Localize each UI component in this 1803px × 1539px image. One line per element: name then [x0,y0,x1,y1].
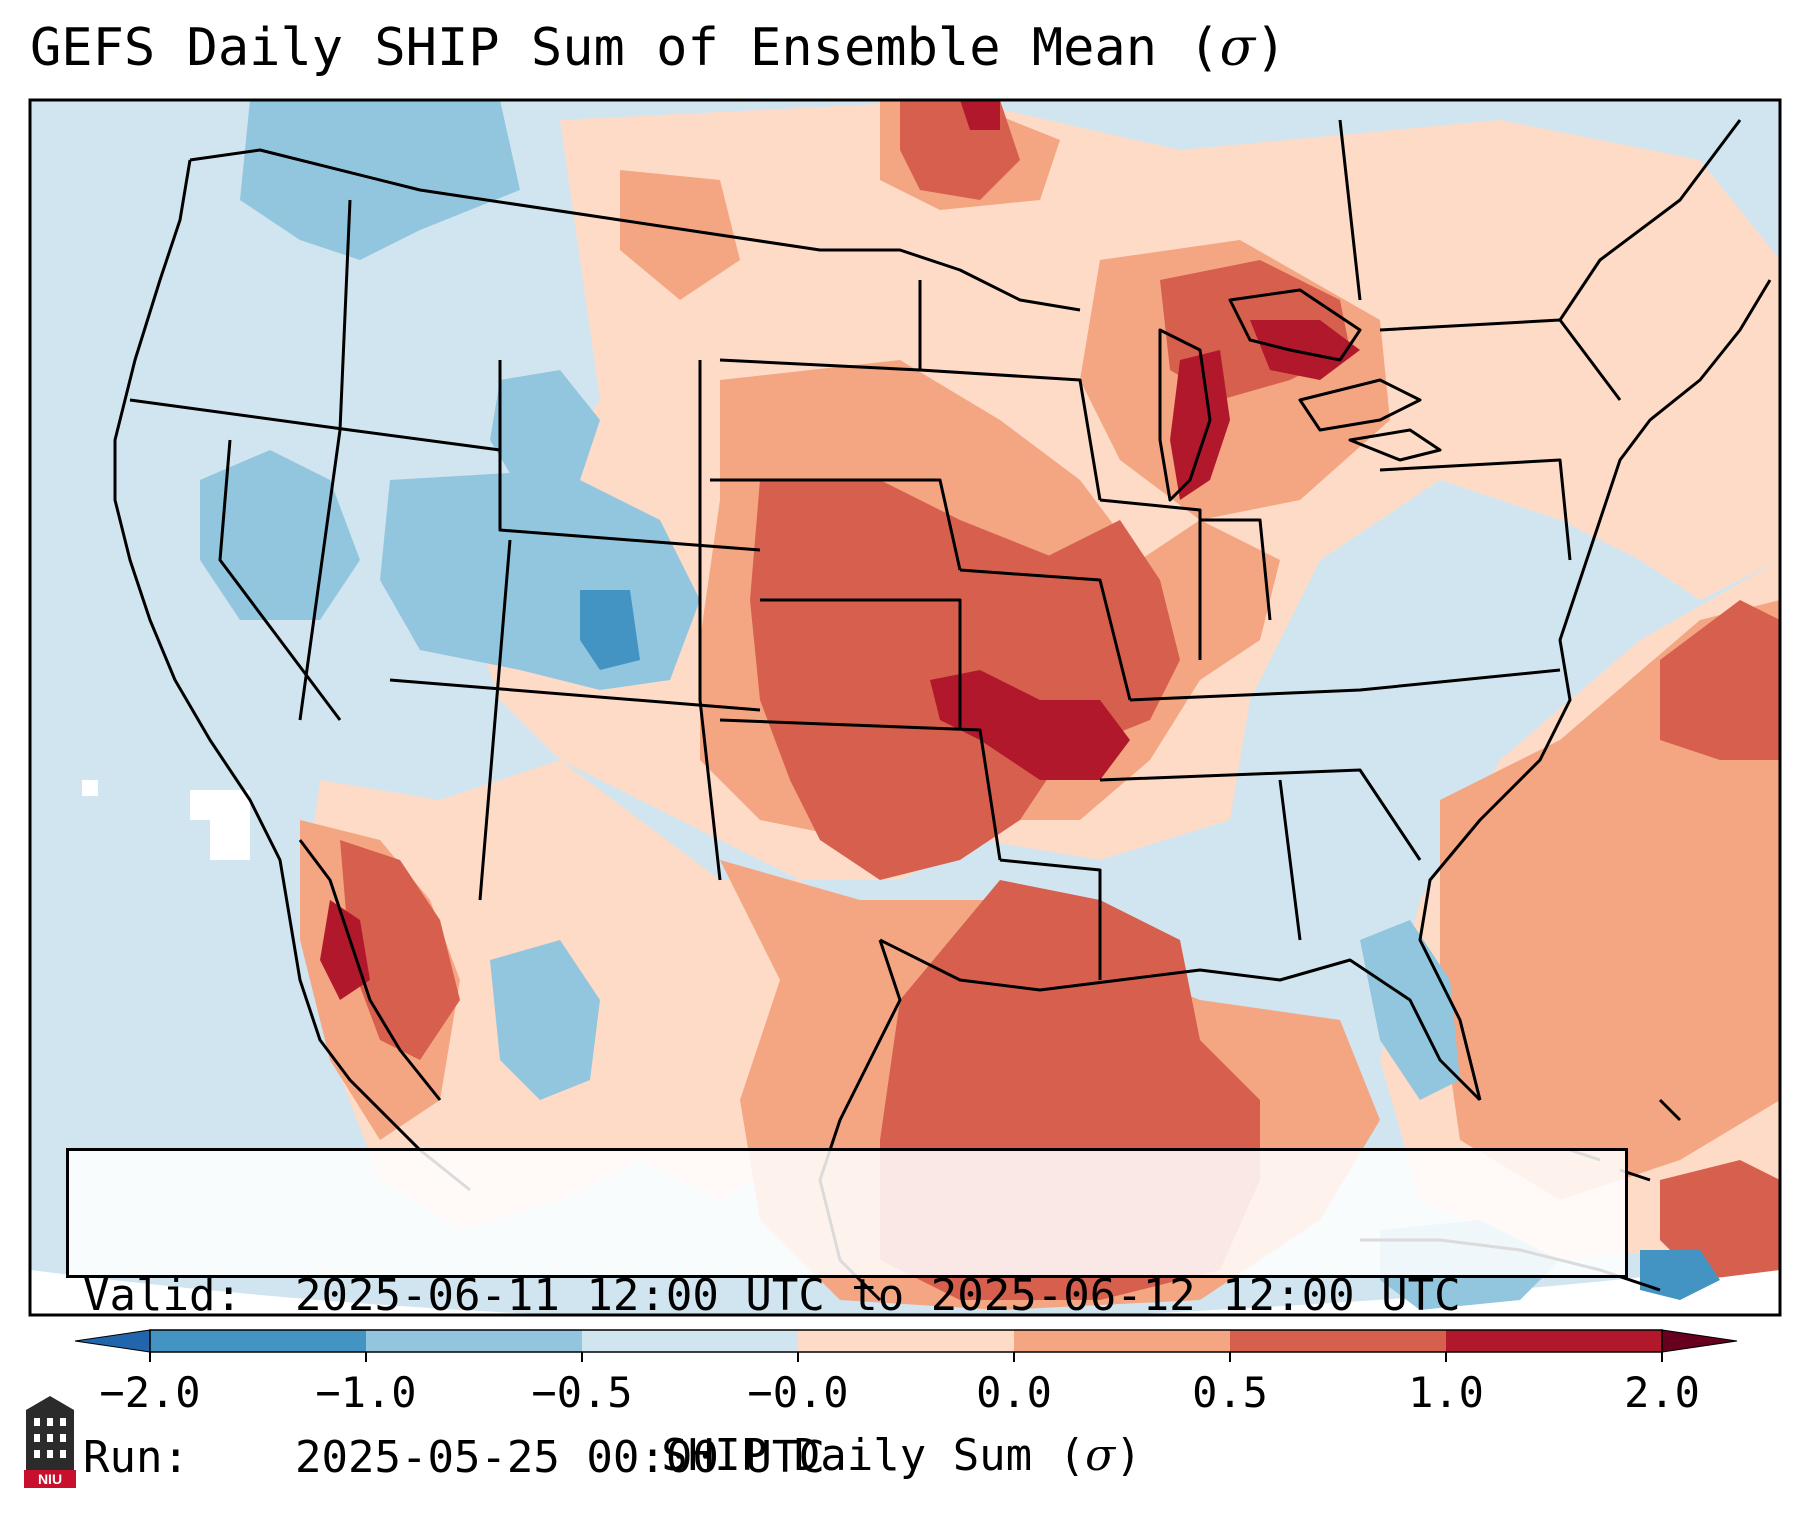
tick-label: 1.0 [1408,1368,1484,1417]
colorbar-segment [1230,1330,1446,1352]
colorbar-segment [150,1330,366,1352]
tick-label: −0.0 [747,1368,849,1417]
map-title: GEFS Daily SHIP Sum of Ensemble Mean (σ) [30,22,1286,74]
map-figure [28,98,1782,1362]
tick-label: −0.5 [531,1368,633,1417]
anomaly-fields [82,100,1780,1310]
sigma-symbol: σ [1085,1430,1116,1481]
colorbar-segment [798,1330,1014,1352]
tick-label: 2.0 [1624,1368,1700,1417]
colorbar-segment [582,1330,798,1352]
title-close: ) [1255,18,1287,78]
valid-run-box: Valid: 2025-06-11 12:00 UTC to 2025-06-12… [66,1148,1628,1483]
title-text: GEFS Daily SHIP Sum of Ensemble Mean ( [30,18,1220,78]
colorbar-label-text: SHIP Daily Sum ( [661,1430,1086,1481]
niu-logo: NIU [24,1396,76,1488]
run-label: Run: [83,1432,189,1483]
tick-label: 0.5 [1192,1368,1268,1417]
colorbar-label-close: ) [1115,1430,1142,1481]
colorbar-segment [366,1330,582,1352]
tick-label: −2.0 [99,1368,201,1417]
colorbar-segment [1446,1330,1662,1352]
run-value: 2025-05-25 00:00 UTC [295,1432,825,1483]
sigma-symbol: σ [1219,18,1256,78]
logo-text: NIU [38,1471,62,1487]
map-panel [28,98,1782,1322]
colorbar-label: SHIP Daily Sum (σ) [0,1430,1803,1481]
tick-label: 0.0 [976,1368,1052,1417]
boundaries [113,119,1772,1302]
valid-value: 2025-06-11 12:00 UTC to 2025-06-12 12:00… [295,1270,1461,1321]
colorbar-segment [1014,1330,1230,1352]
colorbar-ticks: −2.0 −1.0 −0.5 −0.0 0.0 0.5 1.0 2.0 [0,1368,1803,1418]
valid-label: Valid: [83,1270,242,1321]
colorbar-outline [149,1329,1663,1353]
tick-label: −1.0 [315,1368,417,1417]
colorbar-extend-max [1661,1329,1738,1353]
colorbar [74,1329,1738,1362]
